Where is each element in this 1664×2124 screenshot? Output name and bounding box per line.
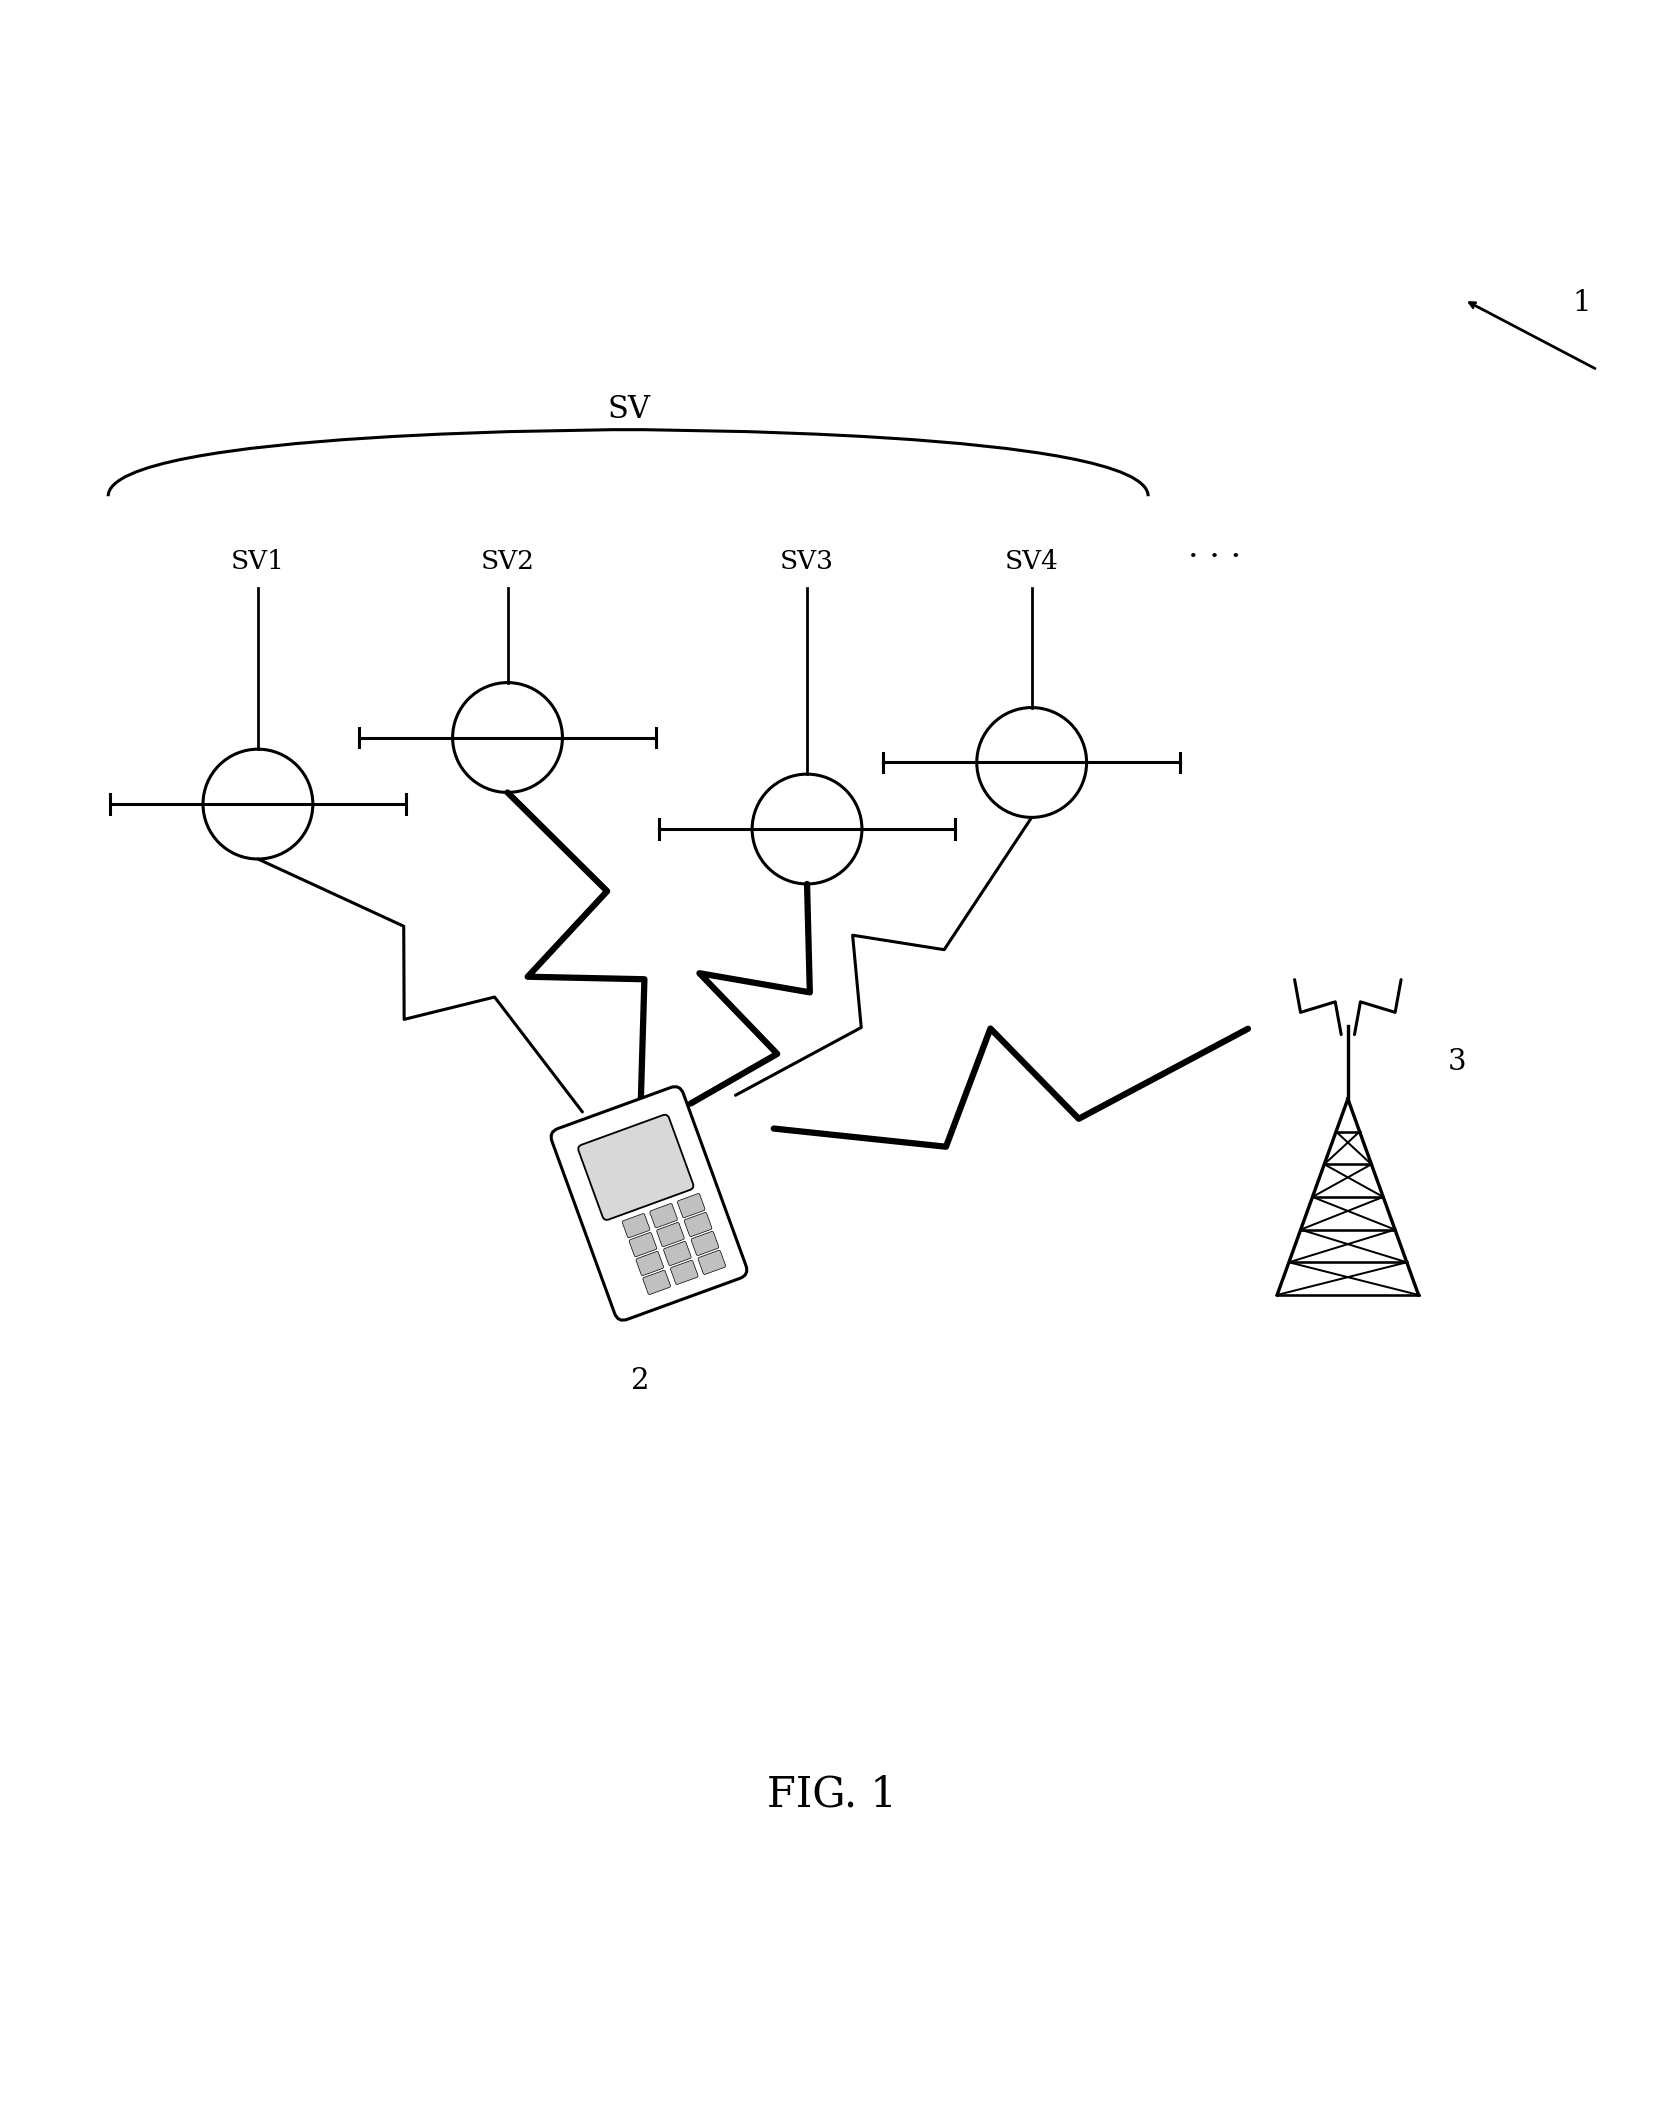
FancyBboxPatch shape — [691, 1232, 719, 1255]
Text: 3: 3 — [1448, 1047, 1466, 1077]
FancyBboxPatch shape — [677, 1194, 706, 1217]
FancyBboxPatch shape — [671, 1260, 699, 1285]
FancyBboxPatch shape — [642, 1270, 671, 1294]
Text: SV: SV — [607, 393, 651, 425]
FancyBboxPatch shape — [657, 1223, 684, 1247]
FancyBboxPatch shape — [636, 1251, 664, 1277]
Text: SV1: SV1 — [231, 550, 285, 573]
Text: FIG. 1: FIG. 1 — [767, 1774, 897, 1816]
FancyBboxPatch shape — [684, 1213, 712, 1236]
Text: 2: 2 — [631, 1366, 651, 1395]
FancyBboxPatch shape — [551, 1087, 747, 1321]
FancyBboxPatch shape — [579, 1115, 694, 1219]
Text: · · ·: · · · — [1188, 542, 1241, 573]
FancyBboxPatch shape — [629, 1232, 657, 1257]
Text: SV2: SV2 — [481, 550, 534, 573]
Text: 1: 1 — [1572, 289, 1591, 316]
FancyBboxPatch shape — [622, 1213, 651, 1238]
FancyBboxPatch shape — [699, 1251, 726, 1274]
FancyBboxPatch shape — [651, 1204, 677, 1228]
Text: SV3: SV3 — [780, 550, 834, 573]
Text: SV4: SV4 — [1005, 550, 1058, 573]
FancyBboxPatch shape — [664, 1240, 691, 1266]
